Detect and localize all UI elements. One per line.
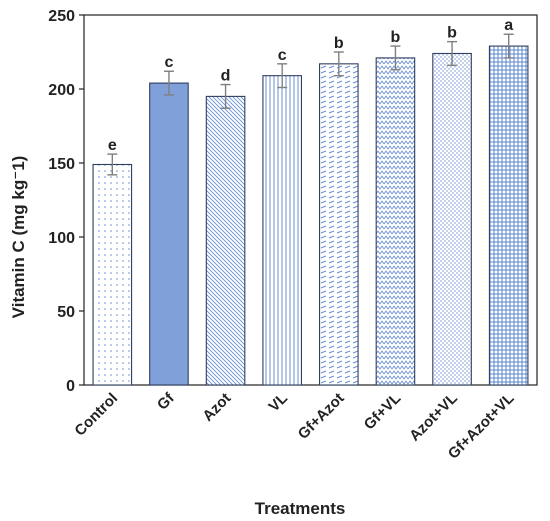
bar (488, 45, 529, 386)
bar (262, 75, 302, 386)
bar (149, 82, 189, 386)
significance-letter: a (504, 17, 513, 34)
bar (205, 95, 246, 386)
bar (432, 52, 472, 386)
x-tick-label: Gf+Azot (295, 390, 348, 443)
y-tick-label: 100 (48, 230, 75, 247)
x-tick-label: Gf (154, 389, 179, 414)
x-tick-label: Gf+VL (361, 390, 405, 434)
bar (375, 57, 416, 386)
significance-letter: c (278, 47, 287, 64)
y-tick-label: 0 (66, 378, 75, 395)
significance-letter: b (334, 35, 344, 52)
x-tick-label: Azot (199, 390, 234, 425)
significance-letter: e (108, 137, 117, 154)
x-tick-label: Azot+VL (406, 390, 461, 445)
significance-letter: d (221, 68, 231, 85)
y-tick-label: 150 (48, 156, 75, 173)
significance-letter: b (447, 25, 457, 42)
significance-letter: b (391, 29, 401, 46)
x-tick-label: VL (265, 390, 291, 416)
x-axis-title: Treatments (255, 499, 346, 518)
bar (319, 63, 359, 386)
y-tick-label: 200 (48, 82, 75, 99)
y-tick-label: 50 (57, 304, 75, 321)
plot-area: 0 50 100 150 200 250 e Control c Gf d Azot c VL b Gf+Az… (48, 8, 538, 463)
y-axis-title: Vitamin C (mg kg⁻1) (9, 156, 28, 319)
x-tick-label: Control (71, 390, 121, 440)
bar (92, 163, 133, 386)
plot-frame (83, 14, 538, 386)
y-tick-label: 250 (48, 8, 75, 25)
significance-letter: c (164, 54, 173, 71)
